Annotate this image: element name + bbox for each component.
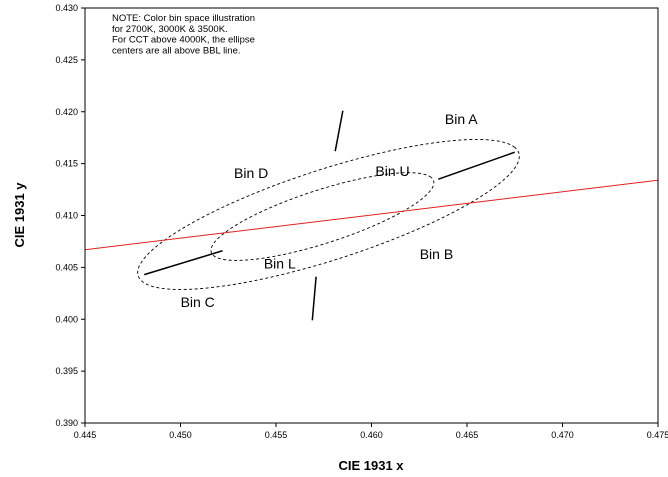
x-tick-label: 0.450 [169,430,192,440]
x-tick-label: 0.460 [360,430,383,440]
inner-bin-ellipse [210,172,435,261]
x-tick-label: 0.445 [74,430,97,440]
y-tick-label: 0.390 [55,418,78,428]
note-line: for 2700K, 3000K & 3500K. [112,24,228,35]
y-tick-label: 0.410 [55,211,78,221]
region-label-bin-a: Bin A [445,111,478,127]
y-tick-label: 0.430 [55,3,78,13]
y-tick-label: 0.415 [55,159,78,169]
note-line: NOTE: Color bin space illustration [112,13,255,24]
bbl-line [85,179,658,251]
y-tick-label: 0.400 [55,314,78,324]
x-tick-label: 0.475 [647,430,668,440]
y-tick-label: 0.420 [55,107,78,117]
region-label-bin-c: Bin C [181,294,215,310]
x-tick-label: 0.470 [551,430,574,440]
x-tick-label: 0.455 [265,430,288,440]
plot-area-frame [84,7,659,424]
region-label-bin-b: Bin B [420,246,453,262]
x-tick-label: 0.465 [456,430,479,440]
bin-divider [143,250,223,276]
region-label-bin-l: Bin L [264,255,296,271]
bin-divider [438,151,515,180]
note-line: For CCT above 4000K, the ellipse [112,35,255,46]
x-axis-title: CIE 1931 x [338,458,404,473]
outer-bin-ellipse [137,138,520,290]
y-tick-label: 0.405 [55,262,78,272]
note-line: centers are all above BBL line. [112,45,241,56]
region-label-bin-u: Bin U [375,163,409,179]
y-tick-label: 0.425 [55,55,78,65]
region-label-bin-d: Bin D [234,165,268,181]
y-axis-title: CIE 1931 y [12,182,27,248]
y-tick-label: 0.395 [55,366,78,376]
bin-divider [311,276,317,321]
bin-divider [334,110,344,152]
